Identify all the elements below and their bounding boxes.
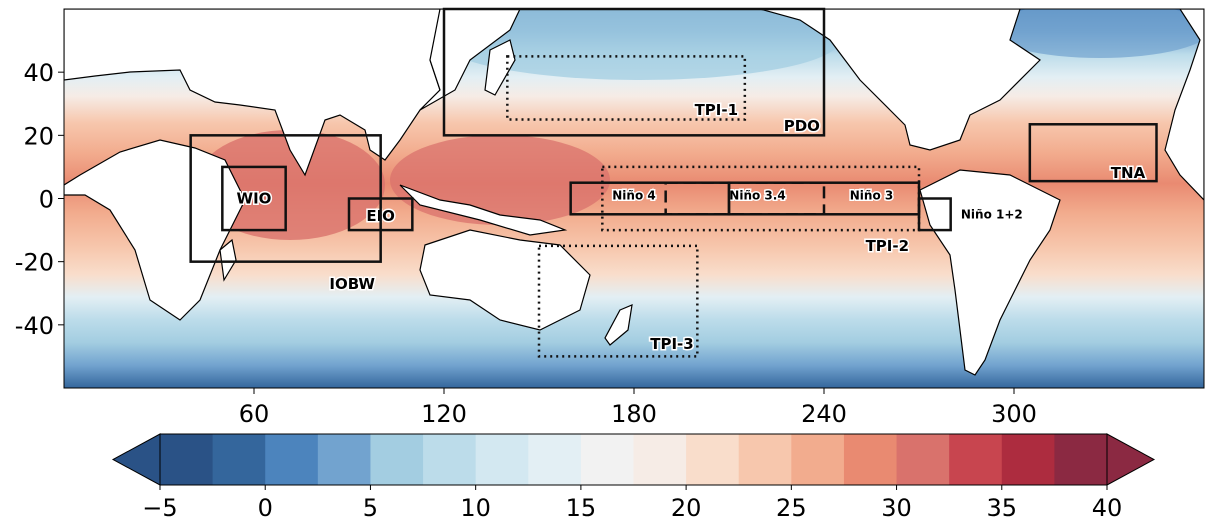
region-label-tna: TNA <box>1111 164 1146 182</box>
land-south-america <box>919 169 1061 376</box>
map-plot-area <box>64 9 1204 388</box>
region-label-nino-3: Niño 3 <box>850 188 893 202</box>
colorbar-tick-label: 40 <box>1092 494 1123 522</box>
region-label-nino-1-2: Niño 1+2 <box>961 207 1023 221</box>
colorbar-segment <box>580 434 634 485</box>
colorbar-tick-label: 0 <box>258 494 273 522</box>
north-pacific-cool-tongue <box>440 9 840 80</box>
colorbar-segment <box>475 434 529 485</box>
colorbar-segment <box>633 434 687 485</box>
colorbar: −5 0 5 10 15 20 25 30 35 40 <box>111 433 1156 522</box>
land-greenland-europe <box>1164 9 1204 201</box>
colorbar-extend-max <box>1106 433 1156 486</box>
land-maritime-continent <box>399 184 568 236</box>
colorbar-segment <box>791 434 845 485</box>
west-pacific-warm-pool <box>390 135 610 225</box>
region-box-wio <box>221 165 287 232</box>
land-new-zealand <box>604 304 633 346</box>
latitude-axis: 40 20 0 -20 -40 <box>15 59 64 340</box>
colorbar-segment <box>896 434 950 485</box>
region-label-iobw: IOBW <box>329 275 375 293</box>
land-north-america <box>759 9 1041 151</box>
lat-tick-label: 0 <box>39 186 54 214</box>
colorbar-extend-min <box>111 433 161 486</box>
colorbar-tick-label: 10 <box>460 494 491 522</box>
north-atlantic-cool-patch <box>990 9 1204 58</box>
region-box-tna <box>1028 123 1158 183</box>
region-box-iobw <box>189 134 382 263</box>
lon-tick-label: 180 <box>611 400 657 428</box>
lat-tick-label: 20 <box>23 122 54 150</box>
colorbar-segment <box>1054 434 1108 485</box>
lon-tick-label: 240 <box>801 400 847 428</box>
colorbar-tick-label: 15 <box>566 494 597 522</box>
colorbar-segment <box>265 434 319 485</box>
lat-tick-label: -40 <box>15 312 54 340</box>
colorbar-segment <box>1001 434 1055 485</box>
region-label-wio: WIO <box>237 190 272 208</box>
colorbar-segment <box>843 434 898 485</box>
lon-tick-label: 60 <box>239 400 270 428</box>
region-label-nino-4: Niño 4 <box>612 188 655 202</box>
colorbar-tick-label: 20 <box>671 494 702 522</box>
colorbar-segment <box>160 434 214 485</box>
indian-ocean-warm-pool <box>195 130 385 240</box>
region-label-tpi-1: TPI-1 <box>695 101 738 119</box>
land-japan <box>484 39 516 96</box>
region-label-tpi-2: TPI-2 <box>866 237 909 255</box>
colorbar-tick-label: 35 <box>987 494 1018 522</box>
region-box-tpi-3 <box>537 244 699 358</box>
lon-tick-label: 120 <box>421 400 467 428</box>
region-box-pdo <box>442 7 826 137</box>
colorbar-frame <box>159 433 1108 486</box>
colorbar-segment <box>212 434 266 485</box>
lon-tick-label: 300 <box>991 400 1037 428</box>
land-australia <box>419 229 591 331</box>
colorbar-tick-label: 5 <box>363 494 378 522</box>
colorbar-segment <box>423 434 477 485</box>
colorbar-tick-label: −5 <box>142 494 177 522</box>
colorbar-tick-label: 30 <box>881 494 912 522</box>
land-madagascar <box>219 238 237 282</box>
region-label-pdo: PDO <box>784 117 820 135</box>
colorbar-segment <box>686 434 740 485</box>
region-box-nino-1-2 <box>917 197 952 232</box>
colorbar-segment <box>738 434 792 485</box>
colorbar-segment <box>317 434 371 485</box>
colorbar-segment <box>528 434 582 485</box>
region-label-nino-3-4: Niño 3.4 <box>729 188 785 202</box>
colorbar-segment <box>370 434 424 485</box>
colorbar-tick-label: 25 <box>776 494 807 522</box>
colorbar-segment <box>949 434 1003 485</box>
lat-tick-label: 40 <box>23 59 54 87</box>
lat-tick-label: -20 <box>15 249 54 277</box>
longitude-axis: 60 120 180 240 300 <box>239 388 1037 428</box>
land-africa <box>64 139 246 321</box>
region-label-tpi-3: TPI-3 <box>650 335 693 353</box>
